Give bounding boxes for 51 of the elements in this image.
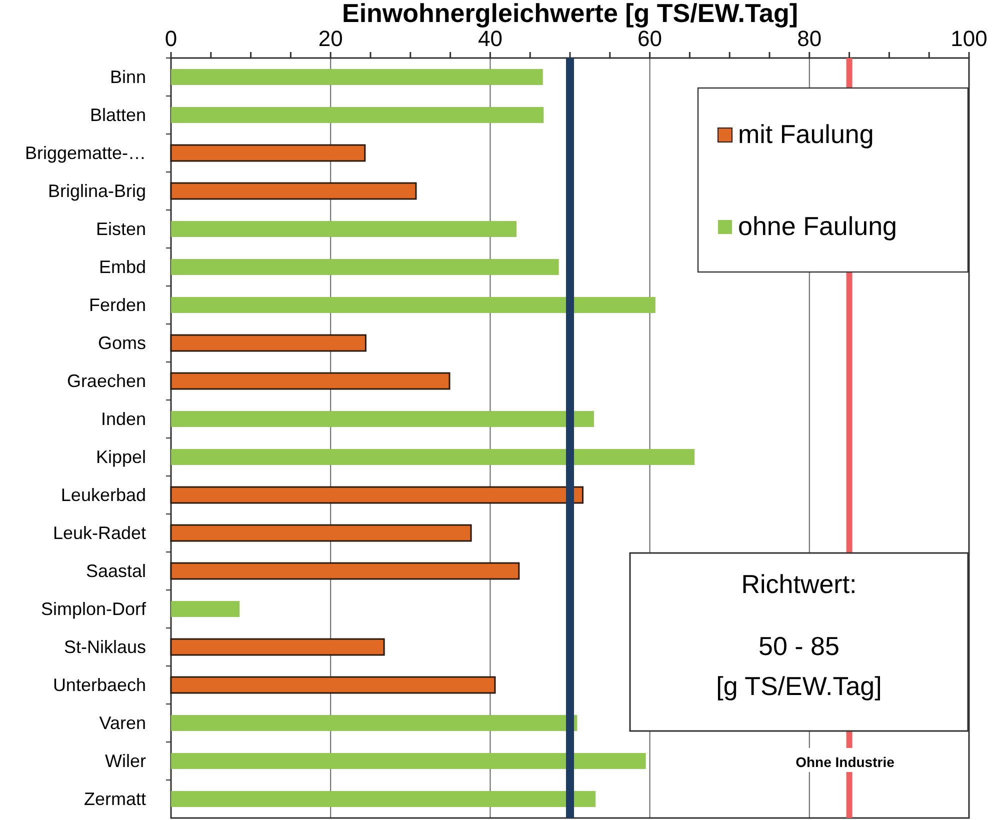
y-tick-label: Briglina-Brig (48, 181, 146, 201)
y-tick-label: Inden (100, 409, 146, 429)
y-tick-label: Simplon-Dorf (40, 599, 147, 619)
x-tick-label: 0 (164, 26, 178, 51)
bar (171, 297, 656, 313)
y-tick-label: Eisten (96, 219, 146, 239)
y-tick-label: Blatten (90, 105, 146, 125)
y-tick-label: Saastal (86, 561, 146, 581)
bar (170, 524, 472, 542)
annotation: Ohne Industrie (796, 754, 895, 770)
bar (171, 411, 594, 427)
y-tick-label: Wiler (105, 751, 146, 771)
y-tick-label: Briggematte-… (24, 143, 146, 163)
x-tick-label: 40 (478, 26, 502, 51)
y-tick-label: Zermatt (84, 789, 146, 809)
bar (171, 715, 578, 731)
bar (171, 753, 646, 769)
y-tick-label: Leuk-Radet (52, 523, 146, 543)
bar (171, 107, 544, 123)
y-tick-label: Varen (99, 713, 146, 733)
bar (171, 221, 517, 237)
x-tick-label: 60 (638, 26, 662, 51)
bar (170, 182, 417, 200)
bar (170, 372, 450, 390)
y-tick-label: St-Niklaus (64, 637, 146, 657)
bar (171, 791, 596, 807)
chart-title: Einwohnergleichwerte [g TS/EW.Tag] (342, 0, 798, 28)
y-tick-label: Kippel (96, 447, 146, 467)
x-tick-label: 20 (318, 26, 343, 51)
bar (170, 638, 385, 656)
bar (170, 562, 520, 580)
bar (171, 601, 240, 617)
y-tick-label: Unterbaech (52, 675, 146, 695)
x-tick-label: 80 (797, 26, 822, 51)
y-tick-label: Ferden (88, 295, 146, 315)
bar (171, 449, 694, 465)
bar (170, 144, 366, 162)
bar (170, 486, 584, 504)
legend-label: mit Faulung (738, 119, 874, 149)
x-tick-label: 100 (950, 26, 988, 51)
bar (170, 676, 496, 694)
y-tick-label: Binn (110, 67, 146, 87)
text: Richtwert: 50 - 85 [g TS/EW.Tag] (716, 569, 882, 701)
y-tick-label: Embd (98, 257, 146, 277)
bar (171, 69, 543, 85)
y-tick-label: Goms (98, 333, 146, 353)
y-tick-label: Leukerbad (60, 485, 146, 505)
y-tick-label: Graechen (66, 371, 146, 391)
bar (171, 259, 559, 275)
legend-label: ohne Faulung (738, 211, 898, 241)
bar (170, 334, 366, 352)
